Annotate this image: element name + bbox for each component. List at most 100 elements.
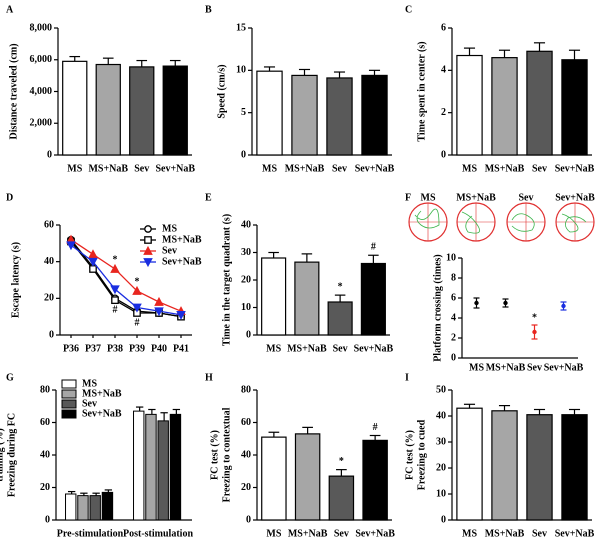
marker: [176, 310, 186, 320]
x-tick-label: MS: [462, 528, 477, 539]
panel-label: C: [405, 4, 412, 15]
y-tick-label: 6: [441, 22, 446, 33]
legend-swatch: [61, 409, 77, 419]
marker: [144, 236, 152, 244]
y-axis-title: Platform crossing (times): [432, 254, 443, 362]
point: [474, 300, 479, 306]
line: [70, 239, 182, 312]
bar: [456, 54, 483, 156]
marker: [144, 225, 152, 233]
x-tick-label: MS: [469, 362, 484, 373]
panel-label: D: [6, 192, 13, 203]
x-tick-label: MS+NaB: [485, 528, 525, 539]
y-tick-label: 0: [451, 352, 456, 363]
y-tick-label: 6,000: [30, 54, 53, 65]
point: [503, 300, 508, 306]
x-tick-label: Sev+NaB: [155, 163, 195, 174]
point: [561, 303, 566, 309]
legend-swatch: [61, 389, 77, 399]
legend-label: MS: [82, 378, 97, 389]
y-tick-label: 15: [236, 22, 246, 33]
annotation: *: [113, 254, 118, 265]
x-tick-label: Pre-stimulation: [57, 528, 124, 539]
x-tick-label: P39: [129, 343, 145, 354]
x-tick-label: MS+NaB: [88, 163, 128, 174]
legend-swatch: [61, 399, 77, 409]
y-tick-label: 30: [241, 247, 251, 258]
x-tick-label: MS+NaB: [288, 528, 328, 539]
x-tick-label: P38: [107, 343, 123, 354]
bar: [327, 301, 353, 336]
bar: [261, 257, 287, 336]
image-label: Sev: [519, 192, 534, 203]
y-axis-title: training (%): [0, 428, 5, 482]
y-tick-label: 30: [436, 436, 446, 447]
x-tick-label: P37: [85, 343, 101, 354]
y-tick-label: 5: [241, 107, 246, 118]
y-tick-label: 80: [40, 384, 50, 395]
y-axis-title: Distance traveled (cm): [8, 43, 19, 139]
x-tick-label: MS+NaB: [485, 163, 525, 174]
y-tick-label: 50: [436, 384, 446, 395]
x-tick-label: MS: [266, 343, 281, 354]
x-tick-label: Sev: [332, 163, 347, 174]
bar: [95, 63, 121, 156]
annotation: #: [373, 422, 378, 433]
bar: [294, 433, 321, 521]
bar: [145, 413, 157, 521]
bar: [328, 475, 355, 521]
y-tick-label: 0: [49, 329, 54, 340]
y-tick-label: 80: [241, 384, 251, 395]
image-label: Sev+NaB: [555, 192, 595, 203]
marker: [143, 258, 153, 268]
bar: [526, 414, 553, 521]
x-tick-label: Sev+NaB: [555, 163, 595, 174]
y-tick-label: 0: [246, 514, 251, 525]
bar: [256, 70, 283, 156]
y-tick-label: 0: [441, 149, 446, 160]
bar: [65, 493, 77, 521]
bar: [526, 50, 553, 156]
marker: [154, 296, 164, 306]
bar: [77, 495, 89, 521]
bar: [294, 261, 320, 336]
y-tick-label: 40: [40, 449, 50, 460]
annotation: *: [532, 312, 537, 323]
annotation: #: [135, 317, 140, 328]
y-axis-title: Speed (cm/s): [216, 64, 227, 118]
x-tick-label: P40: [151, 343, 167, 354]
legend-label: MS+NaB: [162, 234, 202, 245]
marker: [111, 296, 119, 305]
bar: [129, 66, 155, 156]
x-tick-label: Sev: [532, 528, 547, 539]
y-tick-label: 0: [45, 514, 50, 525]
y-tick-label: 10: [241, 302, 251, 313]
bar: [62, 60, 88, 156]
bar: [561, 414, 588, 521]
panel-label: I: [405, 372, 409, 383]
y-tick-label: 40: [44, 256, 54, 267]
bar: [361, 74, 388, 156]
y-tick-label: 0: [441, 514, 446, 525]
y-tick-label: 10: [236, 65, 246, 76]
marker: [110, 285, 120, 295]
panel-label: E: [205, 192, 212, 203]
image-label: MS: [421, 192, 436, 203]
y-axis-title: Freezing during FC: [6, 413, 17, 497]
y-axis-title: Time in the target quadrant (s): [221, 214, 232, 346]
marker: [88, 249, 98, 259]
y-tick-label: 10: [446, 252, 456, 263]
annotation: *: [339, 456, 344, 467]
y-tick-label: 60: [40, 417, 50, 428]
legend-label: Sev: [162, 245, 177, 256]
y-tick-label: 40: [241, 449, 251, 460]
panel-label: F: [405, 192, 411, 203]
x-tick-label: Sev: [333, 343, 348, 354]
x-tick-label: MS: [266, 528, 281, 539]
y-tick-label: 4,000: [30, 86, 53, 97]
y-axis-title: Time spent in center (s): [416, 41, 427, 141]
x-tick-label: Sev+NaB: [555, 528, 595, 539]
marker: [110, 263, 120, 273]
panel-label: H: [205, 372, 213, 383]
